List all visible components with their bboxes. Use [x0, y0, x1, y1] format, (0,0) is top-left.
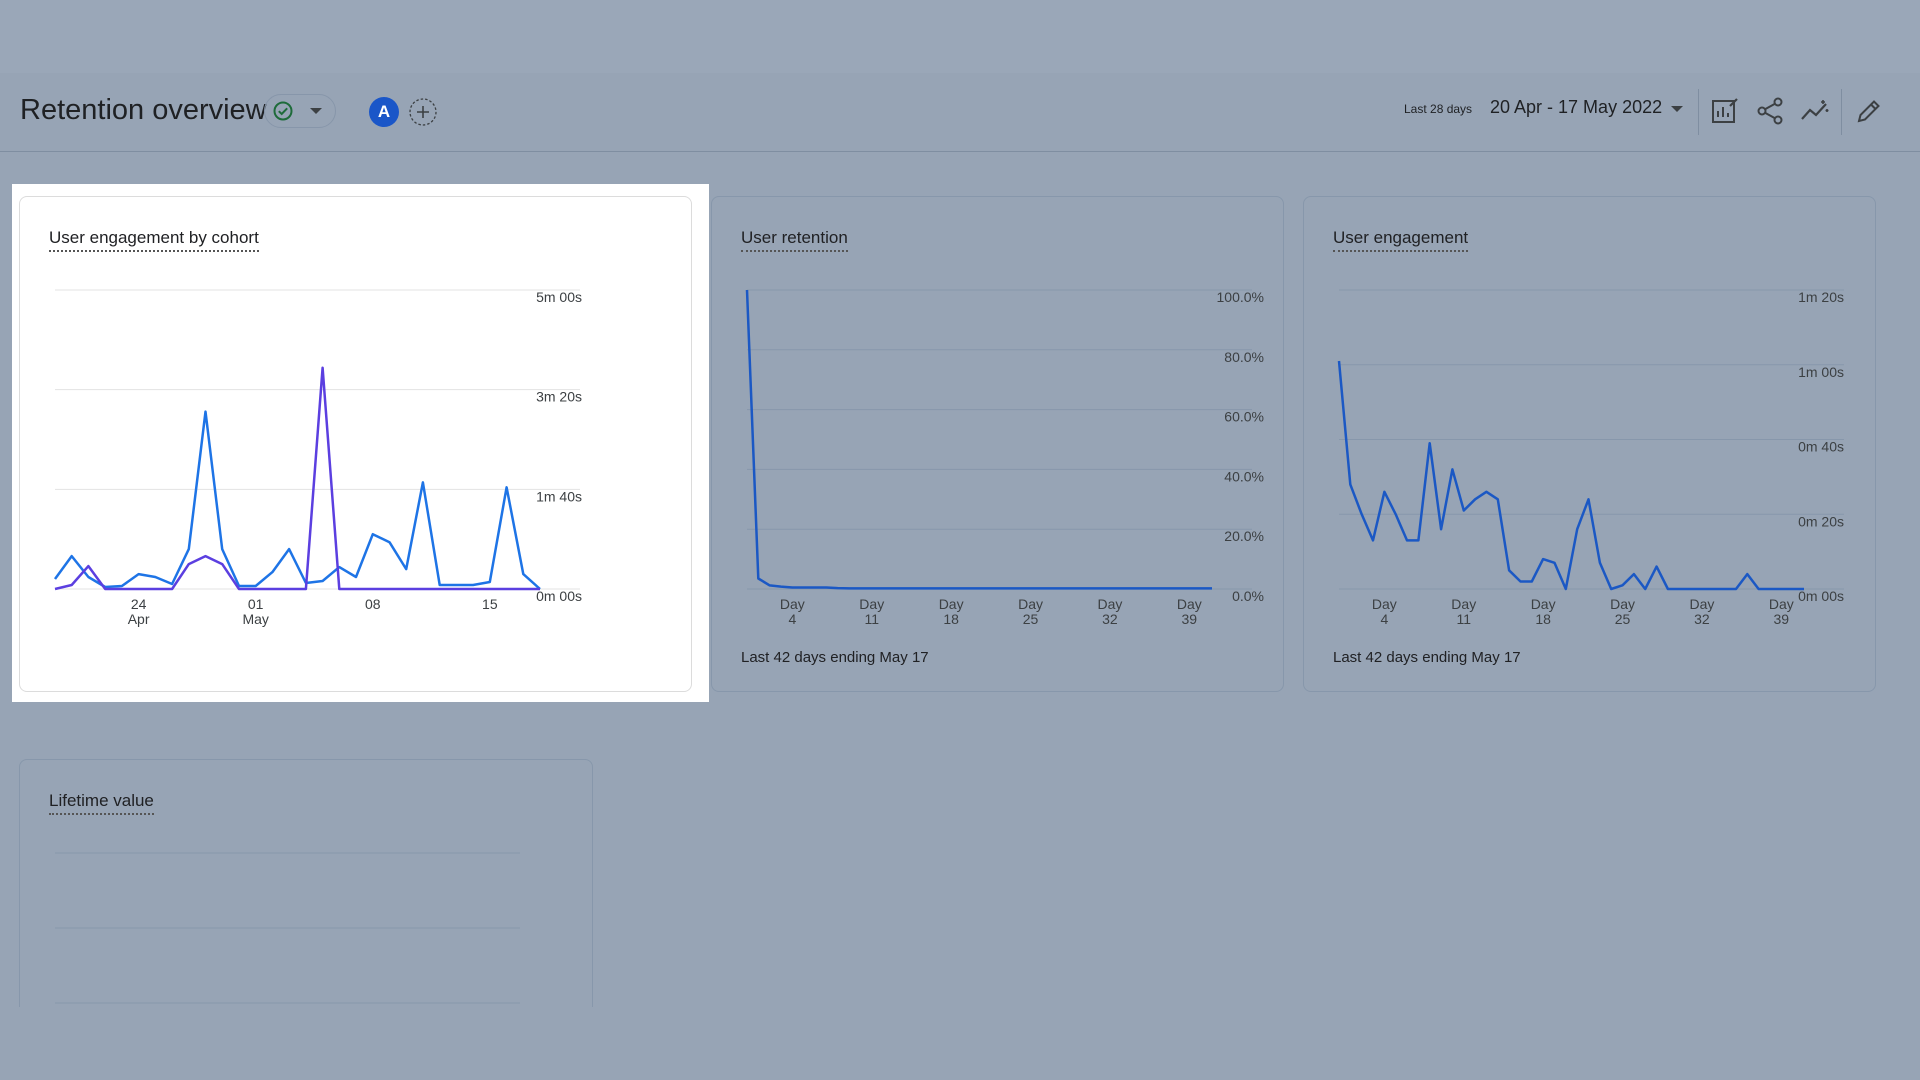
card-lifetime-value[interactable]: Lifetime value [19, 759, 593, 1049]
customize-report-icon[interactable] [1709, 95, 1741, 127]
x-tick-label: Day [1610, 596, 1635, 612]
x-tick-sublabel: 18 [943, 611, 959, 627]
y-tick-label: 1m 20s [1798, 289, 1844, 305]
x-tick-label: Day [1531, 596, 1556, 612]
y-tick-label: 0m 20s [1798, 513, 1844, 529]
page-title: Retention overview [20, 94, 267, 126]
x-tick-label: Day [1769, 596, 1794, 612]
lifetime-value-chart [55, 852, 520, 1004]
card-user-engagement[interactable]: User engagement 1m 20s 1m 00s 0m 40s 0m 20s… [1303, 196, 1876, 692]
card-user-engagement-by-cohort[interactable]: User engagement by cohort 5m 00s 3m 20s 1m… [19, 196, 692, 692]
x-tick-label: Day [859, 596, 884, 612]
divider [1841, 89, 1842, 135]
series-line [54, 366, 540, 591]
x-tick-label: Day [939, 596, 964, 612]
insights-icon[interactable] [1799, 95, 1831, 127]
y-tick-label: 0m 00s [536, 588, 582, 604]
y-tick-label: 0.0% [1232, 588, 1264, 604]
x-tick-sublabel: 11 [864, 611, 879, 627]
card-title[interactable]: User engagement by cohort [49, 228, 259, 252]
x-tick-label: Day [1451, 596, 1476, 612]
avatar[interactable]: A [369, 97, 399, 127]
series-line [745, 289, 1212, 590]
y-tick-label: 80.0% [1224, 349, 1264, 365]
y-tick-label: 100.0% [1217, 289, 1264, 305]
y-tick-label: 40.0% [1224, 468, 1264, 484]
x-tick-sublabel: May [242, 611, 268, 627]
check-circle-icon [273, 101, 293, 121]
chevron-down-icon [310, 108, 322, 114]
report-status-button[interactable] [264, 94, 336, 128]
add-comparison-icon[interactable] [408, 97, 438, 127]
share-icon[interactable] [1754, 95, 1786, 127]
card-footer: Last 42 days ending May 17 [1333, 649, 1521, 666]
x-tick-sublabel: 39 [1182, 611, 1198, 627]
x-tick-sublabel: 32 [1102, 611, 1118, 627]
y-tick-label: 60.0% [1224, 409, 1264, 425]
x-tick-sublabel: 39 [1774, 611, 1790, 627]
series-line [1337, 360, 1804, 591]
x-tick-sublabel: 32 [1694, 611, 1710, 627]
x-tick-sublabel: 11 [1456, 611, 1471, 627]
y-tick-label: 0m 40s [1798, 439, 1844, 455]
x-tick-sublabel: 25 [1615, 611, 1631, 627]
y-tick-label: 3m 20s [536, 389, 582, 405]
x-tick-label: 15 [482, 596, 498, 612]
y-tick-label: 0m 00s [1798, 588, 1844, 604]
x-tick-sublabel: 25 [1023, 611, 1039, 627]
x-tick-sublabel: 4 [788, 611, 796, 627]
x-tick-label: Day [1097, 596, 1122, 612]
card-user-retention[interactable]: User retention 100.0% 80.0% 60.0% 40.0% 20.0… [711, 196, 1284, 692]
y-tick-label: 20.0% [1224, 528, 1264, 544]
series-line [53, 410, 541, 590]
x-tick-sublabel: Apr [128, 611, 150, 627]
bottom-band [0, 1007, 1920, 1080]
y-tick-label: 1m 40s [536, 488, 582, 504]
x-tick-label: Day [1177, 596, 1202, 612]
card-footer: Last 42 days ending May 17 [741, 649, 929, 666]
card-title[interactable]: User retention [741, 228, 848, 252]
x-tick-sublabel: 4 [1380, 611, 1388, 627]
chevron-down-icon[interactable] [1671, 106, 1683, 112]
report-header: Retention overview A Last 28 days 20 Apr… [0, 73, 1920, 152]
x-tick-label: Day [1689, 596, 1714, 612]
card-title[interactable]: User engagement [1333, 228, 1469, 252]
date-range-label: Last 28 days [1404, 102, 1473, 116]
date-range-picker[interactable]: 20 Apr - 17 May 2022 [1490, 97, 1663, 117]
x-tick-label: 24 [131, 596, 147, 612]
x-tick-label: 01 [248, 596, 264, 612]
x-tick-label: Day [780, 596, 805, 612]
card-title[interactable]: Lifetime value [49, 791, 154, 815]
user-retention-chart: 100.0%80.0%60.0%40.0%20.0%0.0%Day4Day11D… [745, 289, 1264, 627]
divider [1698, 89, 1699, 135]
top-band [0, 0, 1920, 73]
x-tick-label: Day [1372, 596, 1397, 612]
y-tick-label: 1m 00s [1798, 364, 1844, 380]
edit-pencil-icon[interactable] [1853, 95, 1885, 127]
x-tick-sublabel: 18 [1535, 611, 1551, 627]
x-tick-label: Day [1018, 596, 1043, 612]
y-tick-label: 5m 00s [536, 289, 582, 305]
x-tick-label: 08 [365, 596, 381, 612]
